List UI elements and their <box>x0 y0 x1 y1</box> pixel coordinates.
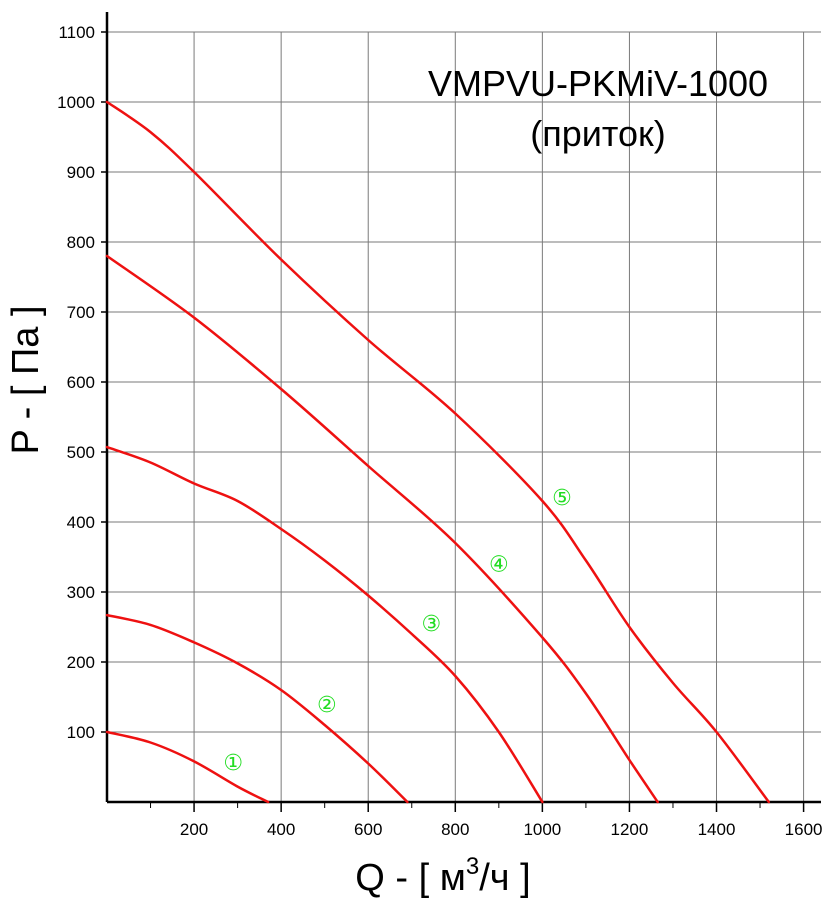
x-tick-label: 1200 <box>611 820 649 839</box>
y-tick-label: 900 <box>67 163 95 182</box>
x-tick-label: 1400 <box>698 820 736 839</box>
curve-4 <box>105 254 659 804</box>
curve-2 <box>105 613 409 804</box>
x-tick-label: 400 <box>267 820 295 839</box>
grid <box>107 31 821 802</box>
curve-3 <box>105 445 544 804</box>
y-axis-label: P - [ Па ] <box>5 305 47 454</box>
y-tick-label: 200 <box>67 653 95 672</box>
x-tick-label: 200 <box>180 820 208 839</box>
curve-marker-4: ④ <box>489 552 509 577</box>
curve-marker-5: ⑤ <box>552 486 572 511</box>
x-tick-label: 1000 <box>523 820 561 839</box>
x-axis-label-end: /ч ] <box>479 857 530 899</box>
x-tick-labels: 200 400 600 800 1000 1200 1400 1600 <box>180 820 823 839</box>
y-tick-label: 1100 <box>58 23 95 42</box>
y-tick-label: 800 <box>67 233 95 252</box>
chart-subtitle: (приток) <box>530 113 665 154</box>
x-axis-label: Q - [ м3/ч ] <box>355 853 530 899</box>
y-tick-label: 1000 <box>57 93 95 112</box>
series-markers: ① ② ③ ④ ⑤ <box>223 486 571 776</box>
y-tick-label: 300 <box>67 583 95 602</box>
x-axis-label-main: Q - [ м <box>355 857 466 899</box>
y-tick-label: 700 <box>67 303 95 322</box>
y-tick-label: 600 <box>67 373 95 392</box>
y-tick-label: 400 <box>67 513 95 532</box>
series-lines <box>105 100 771 804</box>
curve-marker-1: ① <box>223 751 243 776</box>
x-axis-label-sup: 3 <box>466 853 479 880</box>
y-tick-label: 100 <box>67 723 95 742</box>
y-tick-label: 500 <box>67 443 95 462</box>
axes <box>101 12 821 812</box>
x-tick-label: 600 <box>354 820 382 839</box>
curve-1 <box>105 730 270 804</box>
curve-marker-3: ③ <box>421 612 441 637</box>
y-tick-labels: 100 200 300 400 500 600 700 800 900 1000 1100 <box>57 23 95 742</box>
chart-title: VMPVU-PKMiV-1000 <box>428 63 768 104</box>
curve-marker-2: ② <box>317 693 337 718</box>
x-tick-label: 800 <box>441 820 469 839</box>
x-tick-label: 1600 <box>785 820 823 839</box>
curve-5 <box>105 100 771 804</box>
